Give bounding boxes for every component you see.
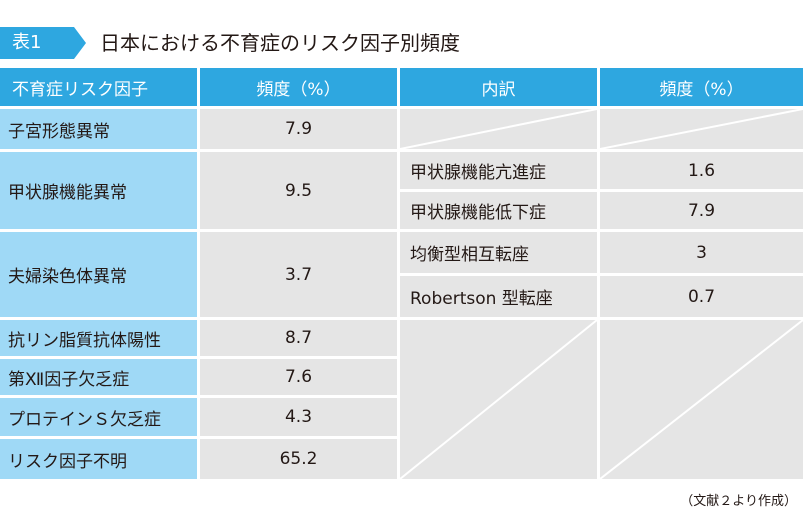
breakdown-frequency-cell: 0.7 <box>600 276 803 317</box>
frequency-cell: 4.3 <box>200 398 397 436</box>
diagonal-line <box>400 320 597 479</box>
frequency-cell: 9.5 <box>200 152 397 229</box>
factor-cell: 子宮形態異常 <box>0 109 197 149</box>
table-title: 日本における不育症のリスク因子別頻度 <box>100 31 460 55</box>
breakdown-cell: 均衡型相互転座 <box>400 232 597 273</box>
column-header-factor: 不育症リスク因子 <box>0 68 197 106</box>
frequency-cell: 8.7 <box>200 320 397 356</box>
diagonal-line <box>600 320 803 479</box>
frequency-cell: 7.9 <box>200 109 397 149</box>
column-header-frequency: 頻度（%） <box>200 68 397 106</box>
breakdown-cell: 甲状腺機能亢進症 <box>400 152 597 189</box>
diagonal-line <box>400 109 597 149</box>
factor-cell: プロテインＳ欠乏症 <box>0 398 197 436</box>
risk-factor-table: 不育症リスク因子 頻度（%） 内訳 頻度（%） 子宮形態異常 7.9 甲状腺機能… <box>0 68 803 479</box>
source-note: （文献２より作成） <box>680 494 797 509</box>
factor-cell: リスク因子不明 <box>0 439 197 479</box>
frequency-cell: 65.2 <box>200 439 397 479</box>
breakdown-frequency-cell: 7.9 <box>600 192 803 229</box>
frequency-cell: 7.6 <box>200 359 397 395</box>
empty-breakdown-cell <box>400 109 597 149</box>
breakdown-frequency-cell: 3 <box>600 232 803 273</box>
table-header: 表1 日本における不育症のリスク因子別頻度 <box>0 27 803 59</box>
breakdown-cell: 甲状腺機能低下症 <box>400 192 597 229</box>
frequency-cell: 3.7 <box>200 232 397 317</box>
breakdown-frequency-cell: 1.6 <box>600 152 803 189</box>
breakdown-cell: Robertson 型転座 <box>400 276 597 317</box>
factor-cell: 第Ⅻ因子欠乏症 <box>0 359 197 395</box>
diagonal-line <box>600 109 803 149</box>
column-header-breakdown-frequency: 頻度（%） <box>600 68 803 106</box>
factor-cell: 抗リン脂質抗体陽性 <box>0 320 197 356</box>
factor-cell: 夫婦染色体異常 <box>0 232 197 317</box>
empty-breakdown-frequency-cell <box>600 109 803 149</box>
column-header-breakdown: 内訳 <box>400 68 597 106</box>
empty-breakdown-frequency-cell <box>600 320 803 479</box>
table-number-badge: 表1 <box>0 27 86 59</box>
factor-cell: 甲状腺機能異常 <box>0 152 197 229</box>
empty-breakdown-cell <box>400 320 597 479</box>
